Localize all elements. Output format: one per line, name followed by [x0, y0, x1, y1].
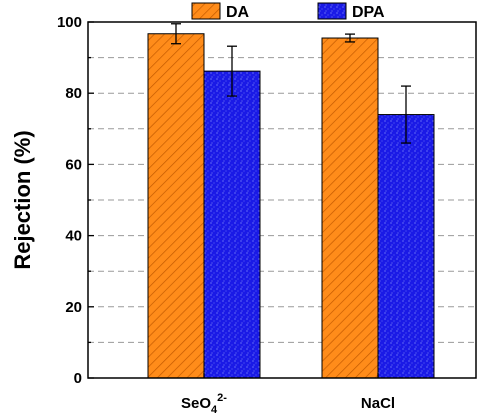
bar-da-0 — [147, 33, 205, 379]
y-tick-label: 20 — [65, 299, 82, 316]
bar-dpa-0 — [203, 70, 261, 379]
legend-label-dpa: DPA — [352, 4, 385, 21]
error-bars — [171, 23, 411, 144]
y-tick-label: 60 — [65, 156, 82, 173]
legend-swatch-da — [191, 2, 221, 20]
legend-swatch-dpa — [317, 2, 347, 20]
y-tick-label: 80 — [65, 85, 82, 102]
bar-da-1 — [321, 37, 379, 379]
x-tick-label: SeO42- — [181, 392, 227, 415]
y-axis-title: Rejection (%) — [10, 130, 35, 269]
x-tick-label: NaCl — [361, 395, 395, 412]
y-tick-label: 100 — [57, 14, 82, 31]
bar-dpa-1 — [377, 114, 435, 379]
y-tick-label: 40 — [65, 228, 82, 245]
labels: 0 20 40 60 80 100 SeO42- NaCl Rejection (%) — [10, 14, 395, 415]
y-tick-label: 0 — [74, 370, 82, 387]
bars — [147, 33, 435, 379]
legend: DA DPA — [191, 2, 385, 21]
axes — [87, 21, 477, 379]
legend-label-da: DA — [226, 4, 250, 21]
